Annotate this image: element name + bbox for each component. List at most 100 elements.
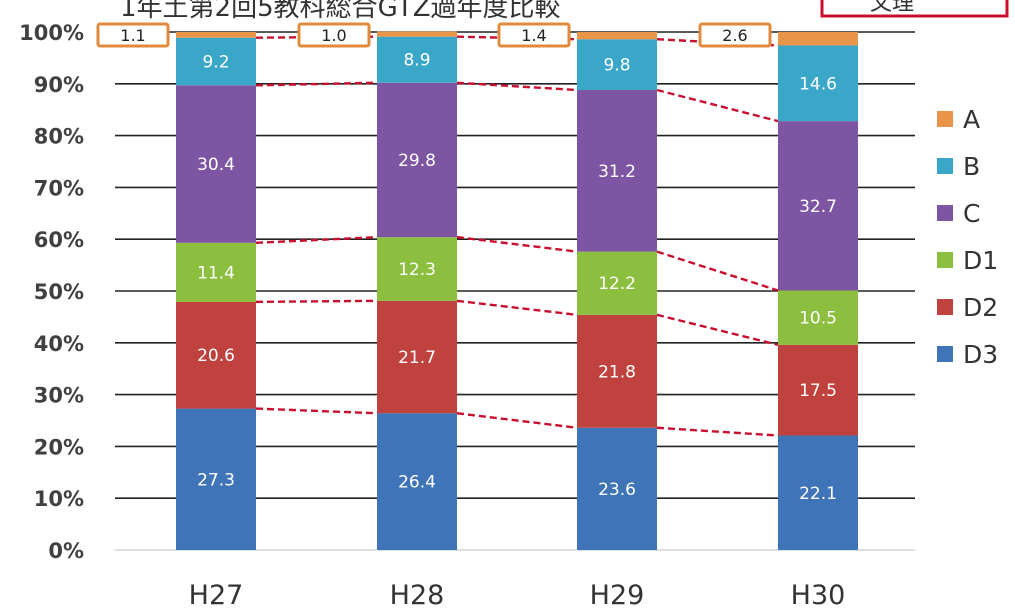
- a-value-box: [297, 22, 371, 48]
- y-tick-label: 40%: [34, 332, 84, 356]
- data-label: 12.2: [598, 274, 636, 294]
- legend-label: A: [963, 105, 980, 134]
- data-label: 14.6: [799, 74, 837, 94]
- bar-segment-c: [377, 82, 457, 238]
- x-category-label: H30: [791, 580, 846, 611]
- bar-segment-b: [176, 37, 256, 86]
- x-axis-categories: H27 H28 H29 H30: [189, 580, 846, 611]
- connector-line: [456, 412, 578, 429]
- bars: [176, 31, 858, 550]
- y-tick-label: 0%: [48, 539, 84, 563]
- bar-segment-c: [577, 90, 657, 252]
- bar-segment-d3: [577, 427, 657, 550]
- bar-segment-a: [176, 32, 256, 38]
- data-label: 21.8: [598, 362, 636, 382]
- y-tick-label: 80%: [34, 125, 84, 149]
- x-category-label: H28: [390, 580, 445, 611]
- data-label: 17.5: [799, 381, 837, 401]
- legend-swatch-d2: [937, 299, 953, 315]
- legend-label: D1: [963, 246, 998, 275]
- bar-segment-d1: [577, 251, 657, 315]
- x-category-label: H27: [189, 580, 244, 611]
- y-tick-label: 90%: [34, 73, 84, 97]
- bar-segment-d2: [377, 300, 457, 414]
- data-label: 29.8: [398, 151, 436, 171]
- data-label: 27.3: [197, 470, 235, 490]
- bar-segment-a: [778, 32, 858, 46]
- bar-segment-d3: [176, 408, 256, 550]
- bar-segment-d1: [778, 290, 858, 345]
- bar-segment-c: [176, 85, 256, 243]
- y-tick-label: 20%: [34, 435, 84, 459]
- segment-labels: 27.3 20.6 11.4 30.4 9.2 1.1 26.4 21.7 12.3 29.8 8.…: [96, 22, 837, 504]
- legend: ABC D1 D2 D3: [937, 105, 998, 369]
- bar-segment-d2: [176, 301, 256, 409]
- data-label: 9.8: [603, 56, 630, 76]
- bar-segment-d1: [176, 242, 256, 302]
- a-value-box: [497, 22, 571, 48]
- data-label: 23.6: [598, 480, 636, 500]
- legend-swatch-c: [937, 205, 953, 221]
- legend-swatch-b: [937, 158, 953, 174]
- connector-lines: [255, 35, 779, 437]
- y-tick-label: 10%: [34, 487, 84, 511]
- x-category-label: H29: [590, 580, 645, 611]
- bar-segment-a: [377, 31, 457, 37]
- legend-label: D2: [963, 293, 998, 322]
- bar-segment-d3: [377, 413, 457, 550]
- connector-line: [656, 426, 779, 437]
- a-value-box: [698, 22, 772, 48]
- a-value-box: [96, 22, 170, 48]
- connector-line: [456, 299, 578, 317]
- bar-segment-d2: [577, 314, 657, 428]
- data-label: 20.6: [197, 346, 235, 366]
- legend-swatch-d3: [937, 346, 953, 362]
- data-label: 10.5: [799, 309, 837, 329]
- bar-segment-b: [577, 39, 657, 91]
- bar-segment-c: [778, 121, 858, 291]
- data-label: 8.9: [403, 51, 430, 71]
- connector-line: [255, 299, 378, 304]
- data-label: 1.0: [321, 26, 346, 45]
- data-label: 9.2: [202, 53, 229, 73]
- connector-line: [255, 81, 378, 87]
- legend-label: C: [963, 199, 980, 228]
- data-label: 30.4: [197, 155, 235, 175]
- data-label: 12.3: [398, 260, 436, 280]
- legend-swatch-a: [937, 111, 953, 127]
- connector-line: [255, 407, 378, 415]
- y-tick-label: 50%: [34, 280, 84, 304]
- y-axis-ticks: 0% 10% 20% 30% 40% 50% 60% 70% 80% 90% 100%: [19, 21, 84, 563]
- corner-box-label: 文理: [870, 0, 914, 16]
- bar-segment-d1: [377, 237, 457, 301]
- data-label: 21.7: [398, 348, 436, 368]
- bar-segment-a: [577, 32, 657, 40]
- bar-segment-b: [778, 45, 858, 122]
- legend-label: D3: [963, 340, 998, 369]
- data-label: 32.7: [799, 197, 837, 217]
- data-label: 1.1: [120, 26, 145, 45]
- chart-title: 1年土第2回5教科総合GTZ過年度比較: [120, 0, 561, 23]
- connector-line: [456, 81, 578, 92]
- legend-swatch-d1: [937, 252, 953, 268]
- data-label: 1.4: [521, 26, 546, 45]
- data-label: 22.1: [799, 484, 837, 504]
- data-label: 26.4: [398, 473, 436, 493]
- data-label: 2.6: [722, 26, 747, 45]
- connector-line: [656, 250, 779, 292]
- data-label: 11.4: [197, 263, 235, 283]
- legend-label: B: [963, 152, 980, 181]
- y-tick-label: 100%: [19, 21, 84, 45]
- connector-line: [656, 88, 779, 123]
- y-tick-label: 70%: [34, 176, 84, 200]
- bar-segment-d3: [778, 435, 858, 550]
- corner-box: [820, 0, 1009, 18]
- connector-line: [255, 235, 378, 245]
- connector-line: [456, 235, 578, 253]
- y-tick-label: 30%: [34, 384, 84, 408]
- data-label: 31.2: [598, 162, 636, 182]
- y-tick-label: 60%: [34, 228, 84, 252]
- connector-line: [656, 313, 779, 347]
- bar-segment-b: [377, 36, 457, 83]
